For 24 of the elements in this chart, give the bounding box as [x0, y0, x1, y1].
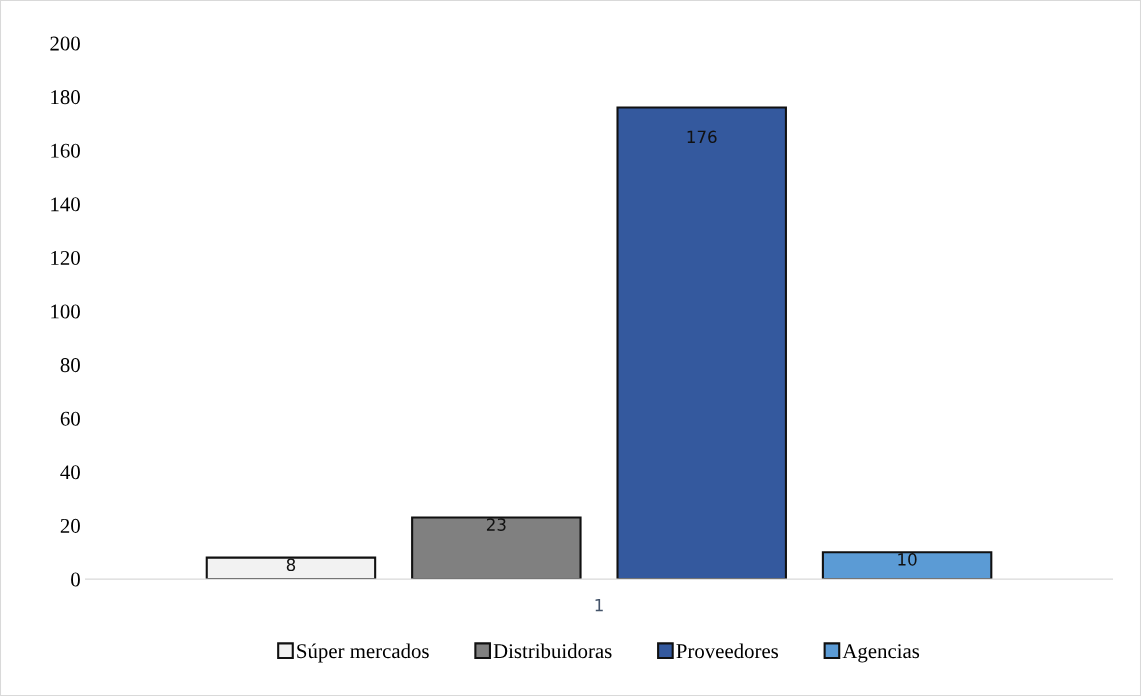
data-label: 8 [286, 558, 296, 572]
legend-label: Agencias [842, 644, 920, 663]
y-tick-label: 100 [51, 304, 80, 319]
legend-label: Proveedores [676, 643, 779, 659]
data-label: 23 [486, 518, 506, 531]
legend-label: Distribuidoras [493, 643, 612, 659]
y-tick-label: 180 [51, 90, 80, 105]
x-tick-label: 1 [595, 599, 603, 612]
data-label: 176 [687, 130, 717, 144]
bar [616, 106, 787, 580]
y-tick-label: 80 [60, 358, 80, 373]
bar [205, 556, 377, 580]
y-tick-label: 200 [50, 36, 80, 51]
y-tick-label: 120 [51, 250, 80, 265]
y-tick-label: 160 [51, 143, 80, 158]
data-label: 10 [898, 553, 917, 566]
legend-label: Súper mercados [297, 643, 429, 663]
y-tick-label: 20 [60, 518, 80, 533]
y-tick-label: 0 [71, 572, 80, 587]
bar [821, 551, 993, 580]
bar [411, 516, 582, 580]
y-tick-label: 60 [60, 411, 80, 426]
y-tick-label: 140 [51, 197, 80, 212]
y-tick-label: 40 [60, 465, 80, 480]
